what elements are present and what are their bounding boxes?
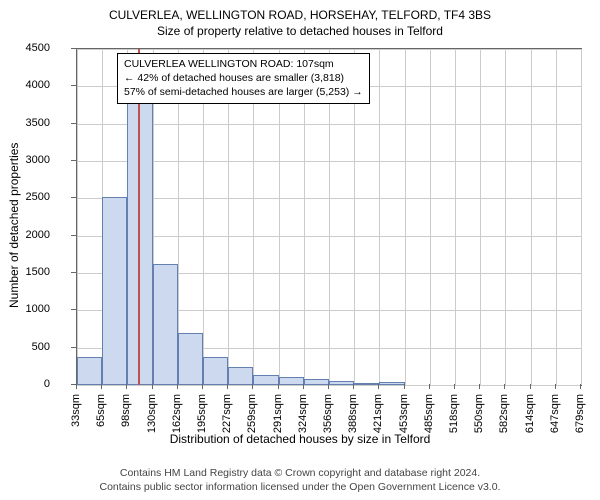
y-tick-label: 0: [0, 378, 50, 390]
y-tick-label: 3500: [0, 117, 50, 129]
x-tick-label: 324sqm: [297, 394, 309, 438]
gridline: [77, 385, 581, 386]
histogram-bar: [354, 383, 379, 385]
chart-container: CULVERLEA, WELLINGTON ROAD, HORSEHAY, TE…: [10, 8, 590, 448]
x-tick-label: 291sqm: [272, 394, 284, 438]
x-tick-label: 162sqm: [171, 394, 183, 438]
x-tick: [404, 384, 405, 389]
histogram-bar: [379, 382, 404, 385]
x-tick: [504, 384, 505, 389]
x-tick-label: 356sqm: [322, 394, 334, 438]
x-tick-label: 259sqm: [246, 394, 258, 438]
gridline-v: [405, 49, 406, 385]
annotation-line1: CULVERLEA WELLINGTON ROAD: 107sqm: [124, 57, 363, 71]
x-tick: [152, 384, 153, 389]
x-tick-label: 227sqm: [221, 394, 233, 438]
annotation-line2: ← 42% of detached houses are smaller (3,…: [124, 71, 363, 85]
annotation-box: CULVERLEA WELLINGTON ROAD: 107sqm ← 42% …: [117, 53, 370, 104]
y-tick-label: 4000: [0, 79, 50, 91]
histogram-bar: [77, 357, 102, 385]
x-tick: [454, 384, 455, 389]
y-tick: [71, 309, 76, 310]
histogram-bar: [304, 379, 329, 385]
x-tick-label: 485sqm: [423, 394, 435, 438]
histogram-bar: [203, 357, 228, 385]
x-tick-label: 33sqm: [70, 394, 82, 438]
x-tick-label: 582sqm: [498, 394, 510, 438]
gridline-v: [430, 49, 431, 385]
y-tick-label: 4500: [0, 42, 50, 54]
gridline-v: [379, 49, 380, 385]
gridline-v: [505, 49, 506, 385]
x-tick: [328, 384, 329, 389]
gridline-v: [581, 49, 582, 385]
y-tick: [71, 123, 76, 124]
y-tick-label: 2500: [0, 191, 50, 203]
x-tick: [177, 384, 178, 389]
x-tick-label: 98sqm: [120, 394, 132, 438]
x-tick: [479, 384, 480, 389]
gridline-v: [556, 49, 557, 385]
y-tick-label: 1000: [0, 303, 50, 315]
gridline-v: [480, 49, 481, 385]
x-tick-label: 388sqm: [347, 394, 359, 438]
gridline-v: [77, 49, 78, 385]
x-tick: [580, 384, 581, 389]
x-tick: [76, 384, 77, 389]
x-tick: [530, 384, 531, 389]
y-tick: [71, 85, 76, 86]
x-tick: [202, 384, 203, 389]
x-tick: [303, 384, 304, 389]
histogram-bar: [153, 264, 178, 385]
gridline-v: [531, 49, 532, 385]
y-tick: [71, 197, 76, 198]
x-tick-label: 421sqm: [372, 394, 384, 438]
x-tick-label: 453sqm: [398, 394, 410, 438]
x-tick: [378, 384, 379, 389]
x-tick: [126, 384, 127, 389]
y-tick-label: 3000: [0, 154, 50, 166]
footer-line2: Contains public sector information licen…: [0, 480, 600, 494]
x-tick: [252, 384, 253, 389]
x-tick: [429, 384, 430, 389]
histogram-bar: [102, 197, 127, 385]
gridline-v: [455, 49, 456, 385]
histogram-bar: [329, 381, 354, 385]
chart-subtitle: Size of property relative to detached ho…: [10, 24, 590, 40]
y-tick: [71, 235, 76, 236]
x-tick-label: 679sqm: [574, 394, 586, 438]
histogram-bar: [127, 80, 152, 385]
x-tick-label: 647sqm: [549, 394, 561, 438]
x-tick: [555, 384, 556, 389]
x-tick: [278, 384, 279, 389]
x-tick-label: 195sqm: [196, 394, 208, 438]
y-tick-label: 1500: [0, 266, 50, 278]
y-tick-label: 500: [0, 341, 50, 353]
y-tick-label: 2000: [0, 229, 50, 241]
histogram-bar: [253, 375, 278, 385]
y-tick: [71, 272, 76, 273]
x-tick-label: 614sqm: [524, 394, 536, 438]
chart-title: CULVERLEA, WELLINGTON ROAD, HORSEHAY, TE…: [10, 8, 590, 24]
histogram-bar: [279, 377, 304, 385]
x-tick-label: 65sqm: [95, 394, 107, 438]
y-tick: [71, 160, 76, 161]
histogram-bar: [178, 333, 203, 385]
x-tick-label: 550sqm: [473, 394, 485, 438]
x-tick: [227, 384, 228, 389]
x-tick-label: 130sqm: [146, 394, 158, 438]
x-tick-label: 518sqm: [448, 394, 460, 438]
y-tick: [71, 48, 76, 49]
histogram-bar: [228, 367, 253, 385]
annotation-line3: 57% of semi-detached houses are larger (…: [124, 85, 363, 99]
footer-line1: Contains HM Land Registry data © Crown c…: [0, 466, 600, 480]
y-tick: [71, 347, 76, 348]
footer: Contains HM Land Registry data © Crown c…: [0, 466, 600, 494]
x-tick: [353, 384, 354, 389]
x-tick: [101, 384, 102, 389]
